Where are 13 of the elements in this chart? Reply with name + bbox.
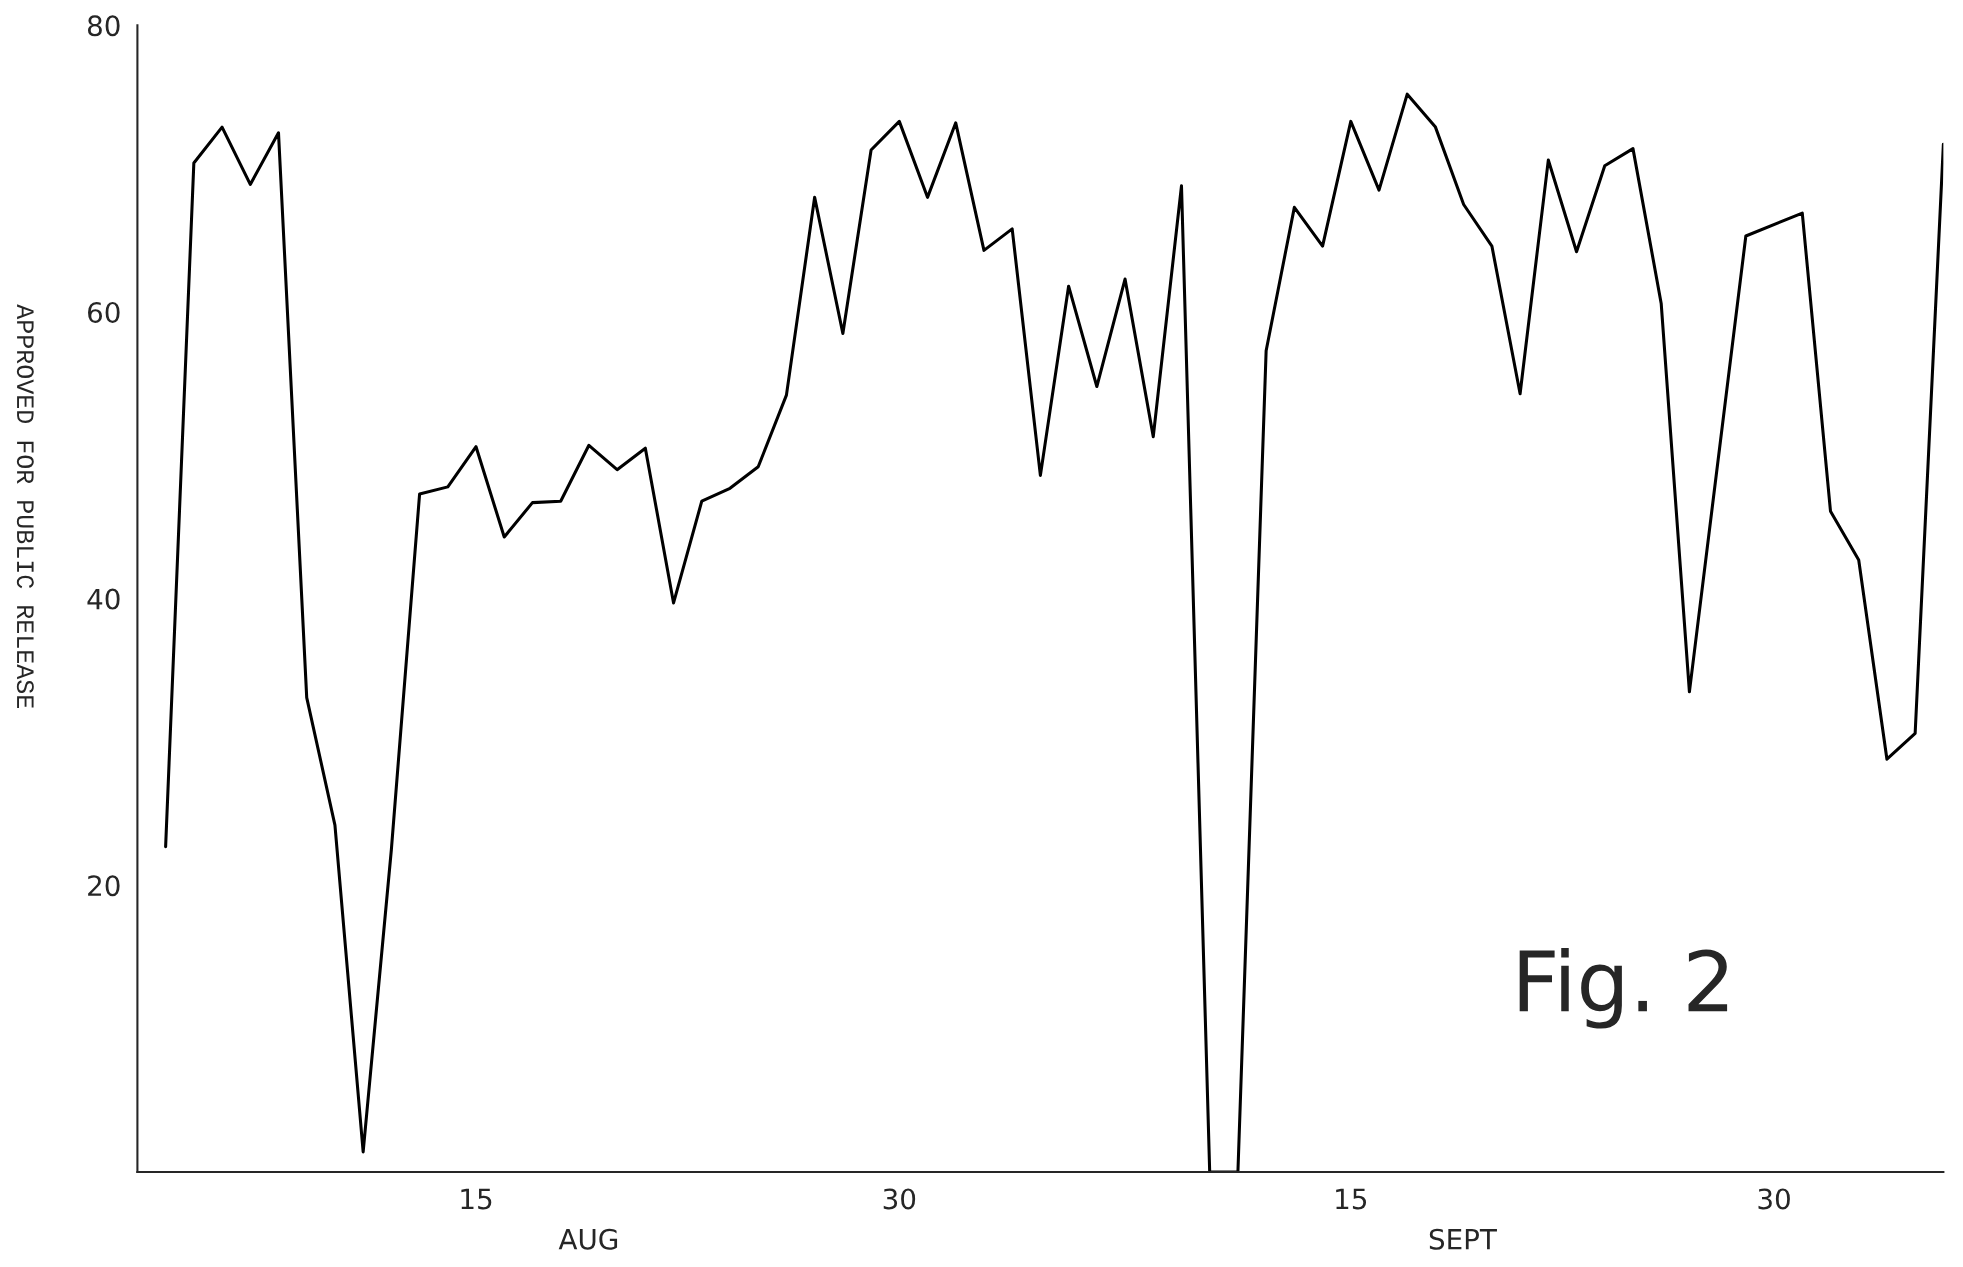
y-tick-label: 60 (88, 301, 120, 323)
y-tick-label: 80 (87, 15, 120, 37)
text: APPROVED FOR PUBLIC RELEASE (16, 304, 34, 709)
x-tick-label: 30 (1758, 1188, 1790, 1210)
line-series (164, 92, 1944, 1172)
y-tick-label: 40 (87, 588, 120, 610)
y-tick-label: 20 (88, 875, 120, 897)
text: AUG (558, 1228, 618, 1250)
x-tick-label: 30 (883, 1188, 916, 1210)
x-tick-label: 15 (461, 1188, 492, 1210)
text: SEPT (1429, 1228, 1497, 1250)
x-tick-label: 15 (1336, 1188, 1367, 1210)
annotation: Fig. 2 (1519, 947, 1728, 1029)
